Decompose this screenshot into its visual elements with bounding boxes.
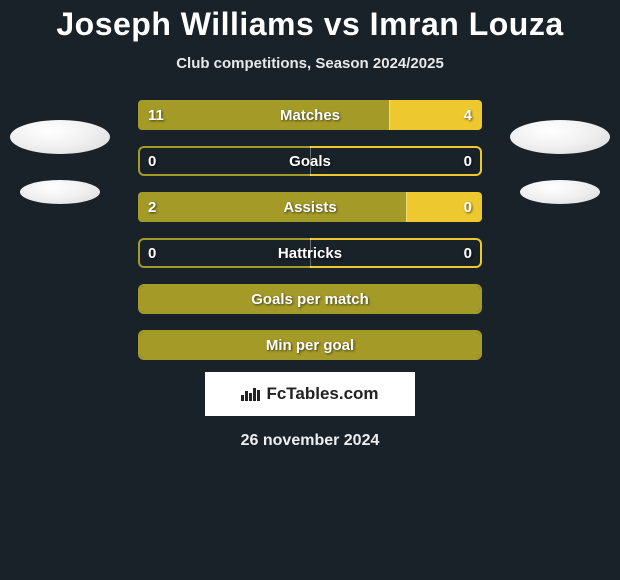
stat-value-right: 0 (464, 245, 472, 262)
stat-label: Goals (289, 153, 331, 170)
stat-label: Hattricks (278, 245, 342, 262)
stat-rows: Matches114Goals00Assists20Hattricks00Goa… (138, 100, 482, 360)
player2-avatar-column (510, 120, 610, 204)
page-title: Joseph Williams vs Imran Louza (56, 6, 563, 43)
stat-label: Assists (283, 199, 336, 216)
stat-value-left: 0 (148, 245, 156, 262)
stat-value-right: 0 (464, 153, 472, 170)
stat-row: Assists 2 0 (138, 192, 482, 222)
stat-value-left: 11 (148, 107, 164, 124)
player1-avatar (10, 120, 110, 154)
stat-value-left: 0 (148, 153, 156, 170)
chart-icon (241, 388, 260, 401)
player2-avatar (510, 120, 610, 154)
logo-text: FcTables.com (266, 384, 378, 404)
stat-value-right: 4 (464, 107, 472, 124)
player1-avatar-column (10, 120, 110, 204)
player2-club-avatar (520, 180, 600, 204)
player1-club-avatar (20, 180, 100, 204)
stat-row: Goals 0 0 (138, 146, 482, 176)
date-label: 26 november 2024 (241, 432, 380, 450)
fctables-logo: FcTables.com (205, 372, 415, 416)
stat-row: Min per goal (138, 330, 482, 360)
stat-value-right: 0 (464, 199, 472, 216)
stat-label: Goals per match (251, 291, 369, 308)
stat-label: Matches (280, 107, 340, 124)
subtitle: Club competitions, Season 2024/2025 (176, 55, 444, 72)
stat-row: Matches 11 4 (138, 100, 482, 130)
stat-row: Goals per match (138, 284, 482, 314)
stat-label: Min per goal (266, 337, 354, 354)
stat-row: Hattricks 0 0 (138, 238, 482, 268)
stat-value-left: 2 (148, 199, 156, 216)
